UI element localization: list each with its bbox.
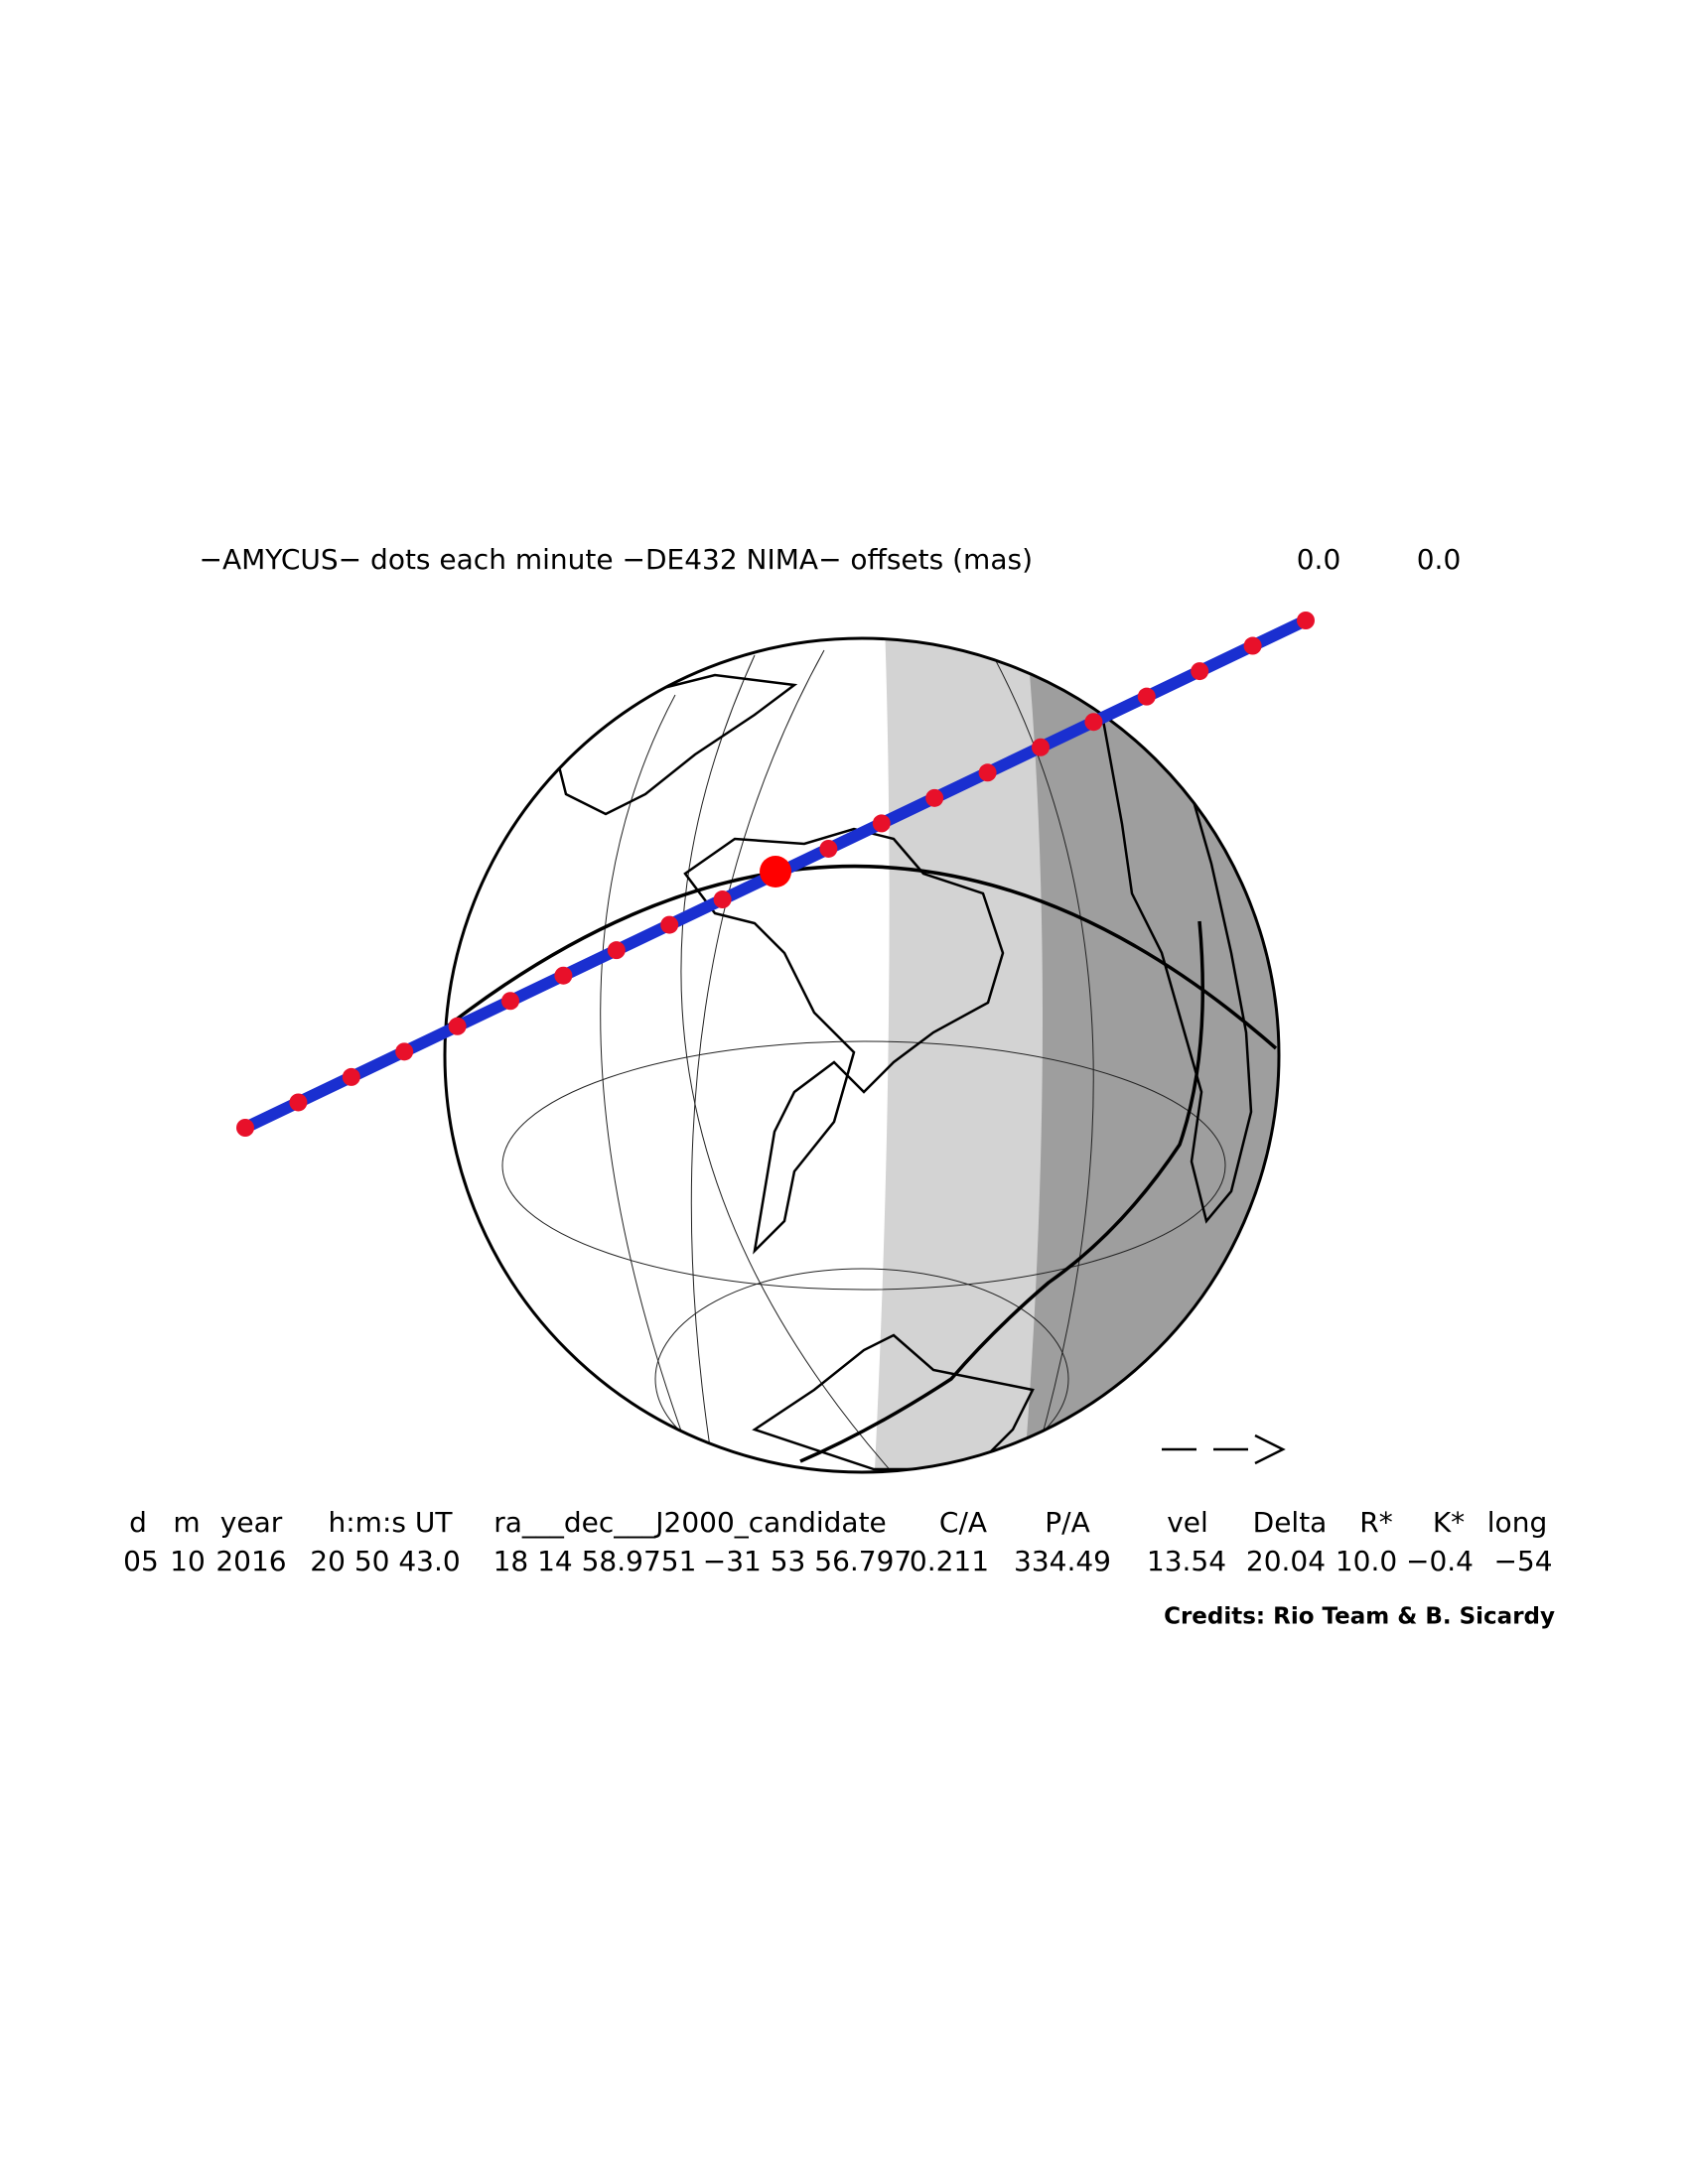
- column-value: −0.4: [1406, 1545, 1474, 1577]
- minute-dot: [1084, 713, 1103, 732]
- column-value: 20 50 43.0: [310, 1545, 460, 1577]
- credits: Credits: Rio Team & B. Sicardy: [1164, 1604, 1555, 1630]
- column-header: C/A: [939, 1506, 987, 1539]
- column-value: 13.54: [1147, 1545, 1226, 1577]
- parameters-table: d m year h:m:s UT ra___dec___J2000_candidate…: [123, 1506, 1552, 1577]
- map-title: −AMYCUS− dots each minute −DE432 NIMA− o…: [200, 543, 1033, 576]
- column-value: 334.49: [1014, 1545, 1111, 1577]
- minute-dot: [1297, 612, 1315, 629]
- closest-approach: [760, 856, 791, 887]
- column-header: d: [129, 1506, 147, 1539]
- minute-dot: [289, 1093, 308, 1112]
- column-header: P/A: [1045, 1506, 1089, 1539]
- minute-dot: [978, 763, 997, 782]
- column-header: R*: [1359, 1506, 1392, 1539]
- minute-dot: [607, 941, 626, 960]
- column-value: 10: [170, 1545, 206, 1577]
- minute-dot: [872, 814, 891, 833]
- minute-dot: [501, 992, 519, 1011]
- offset-ra: 0.0: [1297, 543, 1341, 576]
- minute-dot: [819, 839, 838, 858]
- minute-dot: [1032, 738, 1050, 756]
- minute-dot: [1137, 687, 1156, 706]
- minute-dot: [713, 890, 732, 909]
- minute-dot: [1243, 636, 1262, 655]
- column-header: h:m:s UT: [329, 1506, 454, 1539]
- column-header: K*: [1433, 1506, 1465, 1539]
- globe: [443, 636, 1281, 1474]
- column-header: vel: [1167, 1506, 1208, 1539]
- minute-dot: [448, 1017, 467, 1035]
- minute-dot: [236, 1119, 254, 1137]
- column-value: −31 53 56.797: [703, 1545, 913, 1577]
- column-header: year: [220, 1506, 283, 1539]
- column-value: 18 14 58.9751: [493, 1545, 697, 1577]
- column-value: 0.211: [910, 1545, 989, 1577]
- minute-dot: [925, 788, 944, 807]
- minute-dot: [660, 915, 679, 934]
- column-value: 20.04: [1246, 1545, 1326, 1577]
- offset-dec: 0.0: [1417, 543, 1462, 576]
- minute-dot: [342, 1067, 360, 1086]
- column-value: −54: [1493, 1545, 1552, 1577]
- minute-dot: [1191, 662, 1209, 681]
- column-value: 2016: [215, 1545, 286, 1577]
- column-header: ra___dec___J2000_candidate: [493, 1506, 887, 1539]
- direction-arrow: [1162, 1433, 1286, 1465]
- column-value: 10.0: [1336, 1545, 1397, 1577]
- column-value: 05: [123, 1545, 159, 1577]
- column-header: long: [1487, 1506, 1547, 1539]
- minute-dot: [554, 966, 573, 985]
- column-header: m: [173, 1506, 200, 1539]
- minute-dot: [395, 1042, 414, 1061]
- column-header: Delta: [1253, 1506, 1328, 1539]
